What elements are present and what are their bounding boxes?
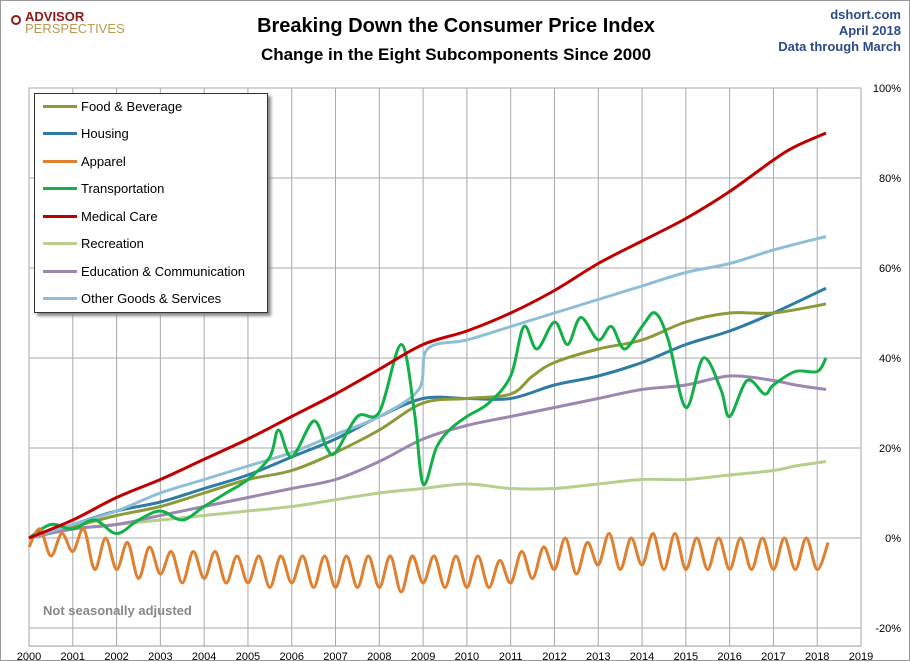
series-line-other-goods-services: [28, 235, 827, 540]
x-tick-label: 2010: [455, 651, 479, 661]
series-line-apparel: [27, 527, 830, 594]
y-tick-label: -20%: [875, 623, 901, 635]
legend-label: Transportation: [81, 181, 165, 196]
legend-swatch: [43, 104, 77, 108]
x-tick-label: 2014: [630, 651, 654, 661]
legend-label: Recreation: [81, 236, 144, 251]
legend-swatch: [43, 159, 77, 163]
seasonal-note: Not seasonally adjusted: [43, 603, 192, 618]
legend-label: Medical Care: [81, 208, 158, 224]
x-tick-label: 2011: [499, 651, 523, 661]
x-tick-label: 2012: [542, 651, 566, 661]
y-tick-label: 100%: [873, 83, 901, 95]
legend-swatch: [43, 132, 77, 135]
series-line-housing: [28, 286, 827, 540]
legend-swatch: [43, 214, 77, 218]
x-tick-label: 2006: [279, 651, 303, 661]
compass-icon: [11, 15, 21, 25]
y-tick-label: 60%: [879, 263, 901, 275]
series-line-recreation: [28, 460, 827, 540]
legend-item: Transportation: [43, 180, 164, 198]
legend-swatch: [43, 242, 77, 245]
legend-item: Education & Communication: [43, 262, 245, 280]
series-line-education-communication: [28, 374, 827, 540]
legend-item: Apparel: [43, 152, 126, 170]
legend-swatch: [43, 187, 77, 190]
x-tick-label: 2001: [61, 651, 85, 661]
source: dshort.com: [830, 7, 901, 22]
legend-label: Apparel: [81, 153, 126, 169]
x-tick-label: 2009: [411, 651, 435, 661]
date: April 2018: [838, 23, 901, 38]
x-tick-label: 2007: [323, 651, 347, 661]
legend-label: Food & Beverage: [81, 98, 183, 114]
x-tick-label: 2015: [674, 651, 698, 661]
series-line-food-beverage: [28, 302, 827, 540]
logo-line2: PERSPECTIVES: [25, 21, 125, 36]
data-through: Data through March: [778, 39, 901, 54]
logo: ADVISOR PERSPECTIVES: [11, 9, 125, 36]
x-tick-label: 2018: [805, 651, 829, 661]
series-line-transportation: [28, 311, 828, 540]
x-tick-label: 2016: [717, 651, 741, 661]
x-tick-label: 2017: [761, 651, 785, 661]
legend-item: Housing: [43, 125, 129, 143]
series-line-medical-care: [28, 131, 827, 540]
legend-item: Medical Care: [43, 207, 158, 225]
x-tick-label: 2000: [17, 651, 41, 661]
y-tick-label: 20%: [879, 443, 901, 455]
legend-item: Food & Beverage: [43, 97, 182, 115]
legend-item: Recreation: [43, 235, 144, 253]
chart-subtitle: Change in the Eight Subcomponents Since …: [260, 45, 652, 64]
y-tick-label: 40%: [879, 353, 901, 365]
y-tick-label: 0%: [885, 533, 901, 545]
chart-title: Breaking Down the Consumer Price Index: [257, 15, 655, 37]
legend-swatch: [43, 297, 77, 300]
source-block: dshort.com April 2018 Data through March: [778, 7, 901, 55]
x-tick-label: 2005: [236, 651, 260, 661]
logo-line1: ADVISOR: [25, 9, 85, 24]
x-tick-label: 2003: [148, 651, 172, 661]
y-tick-label: 80%: [879, 173, 901, 185]
legend-item: Other Goods & Services: [43, 290, 221, 308]
legend-label: Housing: [81, 126, 129, 141]
x-tick-label: 2008: [367, 651, 391, 661]
legend: Food & Beverage Housing Apparel Transportat…: [34, 93, 268, 313]
x-tick-label: 2004: [192, 651, 216, 661]
legend-label: Education & Communication: [81, 263, 246, 279]
x-tick-label: 2013: [586, 651, 610, 661]
x-tick-label: 2002: [104, 651, 128, 661]
x-tick-label: 2019: [849, 651, 873, 661]
legend-swatch: [43, 269, 77, 273]
legend-label: Other Goods & Services: [81, 291, 222, 306]
